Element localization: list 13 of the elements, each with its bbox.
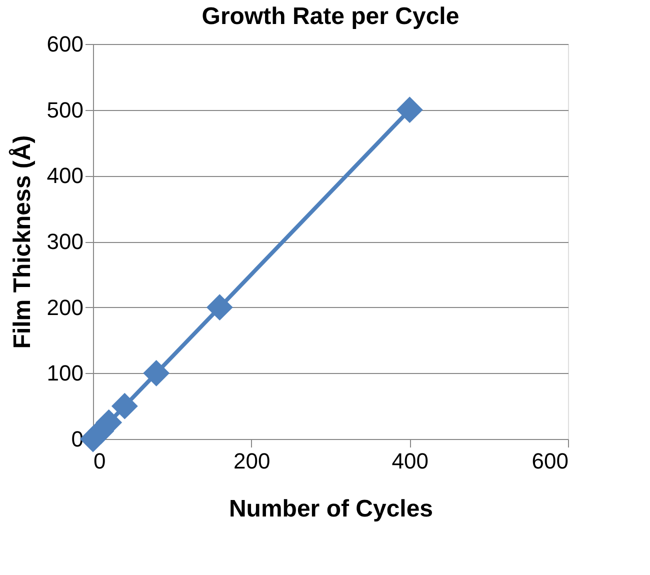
y-tick-label: 300 bbox=[46, 229, 84, 254]
y-tick-label: 200 bbox=[46, 294, 84, 320]
x-tick-label: 0 bbox=[94, 448, 106, 474]
x-axis-title: Number of Cycles bbox=[228, 496, 434, 522]
y-tick-label: 600 bbox=[46, 32, 84, 56]
x-tick-label: 200 bbox=[233, 448, 270, 474]
y-tick-label: 100 bbox=[46, 360, 84, 386]
y-tick-label: 500 bbox=[46, 97, 84, 122]
x-tick-label: 400 bbox=[392, 448, 429, 474]
chart-title: Growth Rate per Cycle bbox=[202, 3, 460, 30]
y-axis-title: Film Thickness (Å) bbox=[8, 135, 36, 349]
x-tick-label: 600 bbox=[532, 448, 568, 474]
y-tick-label: 400 bbox=[46, 163, 84, 188]
